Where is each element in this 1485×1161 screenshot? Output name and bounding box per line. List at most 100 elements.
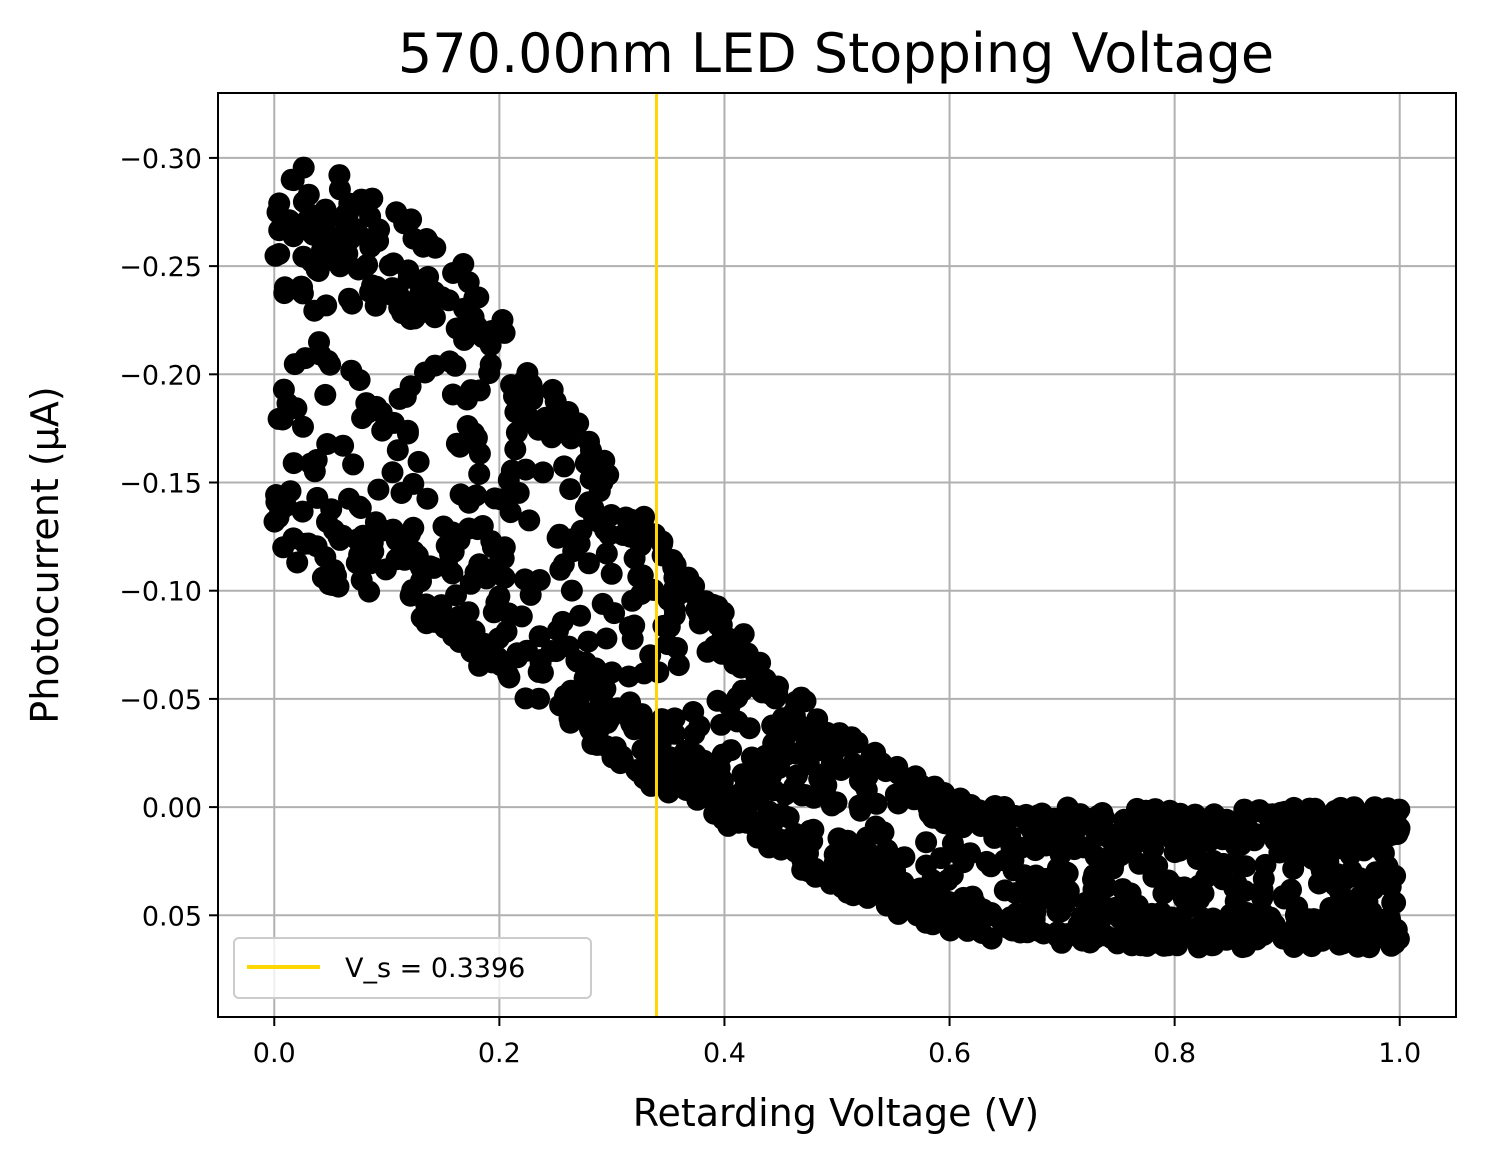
data-point bbox=[282, 452, 305, 475]
data-point bbox=[1054, 892, 1077, 914]
data-point bbox=[370, 401, 393, 424]
data-point bbox=[350, 188, 373, 211]
data-point bbox=[430, 594, 453, 617]
data-point bbox=[566, 650, 589, 673]
data-point bbox=[1187, 936, 1210, 959]
data-point bbox=[596, 711, 619, 734]
data-point bbox=[264, 244, 287, 267]
data-point bbox=[1073, 913, 1096, 936]
data-point bbox=[1341, 912, 1364, 935]
data-point bbox=[993, 820, 1016, 843]
data-point bbox=[464, 561, 487, 584]
data-point bbox=[493, 321, 516, 344]
data-point bbox=[696, 640, 719, 663]
data-point bbox=[458, 309, 481, 332]
data-point bbox=[790, 720, 813, 743]
data-point bbox=[297, 183, 320, 206]
data-point bbox=[627, 565, 650, 588]
data-point bbox=[468, 379, 491, 402]
data-point bbox=[693, 607, 715, 630]
y-tick-label: −0.10 bbox=[119, 577, 202, 608]
data-point bbox=[441, 562, 464, 585]
data-point bbox=[396, 419, 419, 442]
data-point bbox=[1009, 921, 1032, 944]
data-point bbox=[710, 713, 733, 736]
data-point bbox=[972, 898, 994, 921]
y-tick-label: −0.20 bbox=[119, 360, 202, 391]
data-point bbox=[497, 663, 520, 686]
data-point bbox=[577, 552, 600, 575]
data-point bbox=[651, 544, 674, 567]
data-point bbox=[570, 519, 593, 542]
data-point bbox=[374, 558, 397, 581]
data-point bbox=[1104, 896, 1127, 919]
data-point bbox=[595, 542, 618, 565]
data-point bbox=[399, 522, 421, 545]
data-point bbox=[884, 859, 907, 882]
data-point bbox=[823, 867, 846, 889]
data-point bbox=[504, 438, 527, 461]
data-point bbox=[386, 439, 409, 462]
data-point bbox=[939, 807, 962, 830]
data-point bbox=[316, 433, 339, 455]
data-point bbox=[381, 461, 404, 484]
data-point bbox=[757, 808, 780, 831]
data-point bbox=[1388, 798, 1411, 821]
x-tick-label: 0.0 bbox=[253, 1038, 296, 1069]
data-point bbox=[887, 792, 910, 815]
data-point bbox=[720, 739, 743, 762]
data-point bbox=[556, 687, 578, 710]
y-axis-ticks: −0.30 −0.25 −0.20 −0.15 −0.10 −0.05 0.00 0.05 bbox=[119, 144, 218, 932]
data-point bbox=[1329, 796, 1352, 819]
data-point bbox=[1248, 799, 1271, 822]
data-point bbox=[528, 411, 551, 434]
data-point bbox=[332, 434, 355, 457]
data-point bbox=[410, 554, 433, 577]
x-tick-label: 0.8 bbox=[1153, 1038, 1196, 1069]
data-point bbox=[1024, 864, 1047, 887]
data-point bbox=[1027, 920, 1050, 942]
data-point bbox=[794, 784, 817, 806]
data-point bbox=[1152, 934, 1175, 957]
data-point bbox=[493, 566, 516, 589]
data-point bbox=[1234, 855, 1257, 878]
data-point bbox=[717, 814, 740, 837]
data-point bbox=[736, 796, 759, 819]
data-point bbox=[738, 717, 761, 740]
data-point bbox=[708, 756, 731, 779]
data-point bbox=[361, 274, 384, 297]
data-point bbox=[1083, 863, 1106, 886]
data-point bbox=[647, 661, 670, 684]
data-point bbox=[797, 753, 820, 776]
data-point bbox=[921, 913, 944, 936]
data-point bbox=[684, 743, 707, 766]
data-point bbox=[528, 625, 551, 648]
data-point bbox=[836, 829, 859, 852]
data-point bbox=[456, 415, 479, 437]
data-point bbox=[993, 796, 1016, 818]
data-points bbox=[263, 156, 1411, 959]
data-point bbox=[320, 498, 343, 521]
data-point bbox=[560, 427, 583, 450]
data-point bbox=[683, 723, 706, 745]
data-point bbox=[767, 675, 789, 698]
data-point bbox=[327, 525, 350, 548]
data-point bbox=[416, 487, 439, 510]
data-point bbox=[1361, 818, 1383, 841]
data-point bbox=[602, 740, 625, 763]
data-point bbox=[1176, 897, 1199, 920]
data-point bbox=[1002, 859, 1025, 882]
data-point bbox=[887, 763, 910, 785]
data-point bbox=[1010, 805, 1033, 828]
data-point bbox=[350, 569, 373, 592]
x-axis-ticks: 0.0 0.2 0.4 0.6 0.8 1.0 bbox=[253, 1017, 1421, 1069]
data-point bbox=[483, 487, 506, 510]
data-point bbox=[734, 774, 757, 797]
data-point bbox=[292, 156, 315, 179]
y-tick-label: −0.15 bbox=[119, 469, 202, 500]
data-point bbox=[268, 192, 291, 215]
data-point bbox=[677, 566, 700, 589]
data-point bbox=[663, 598, 686, 621]
data-point bbox=[1213, 912, 1236, 935]
